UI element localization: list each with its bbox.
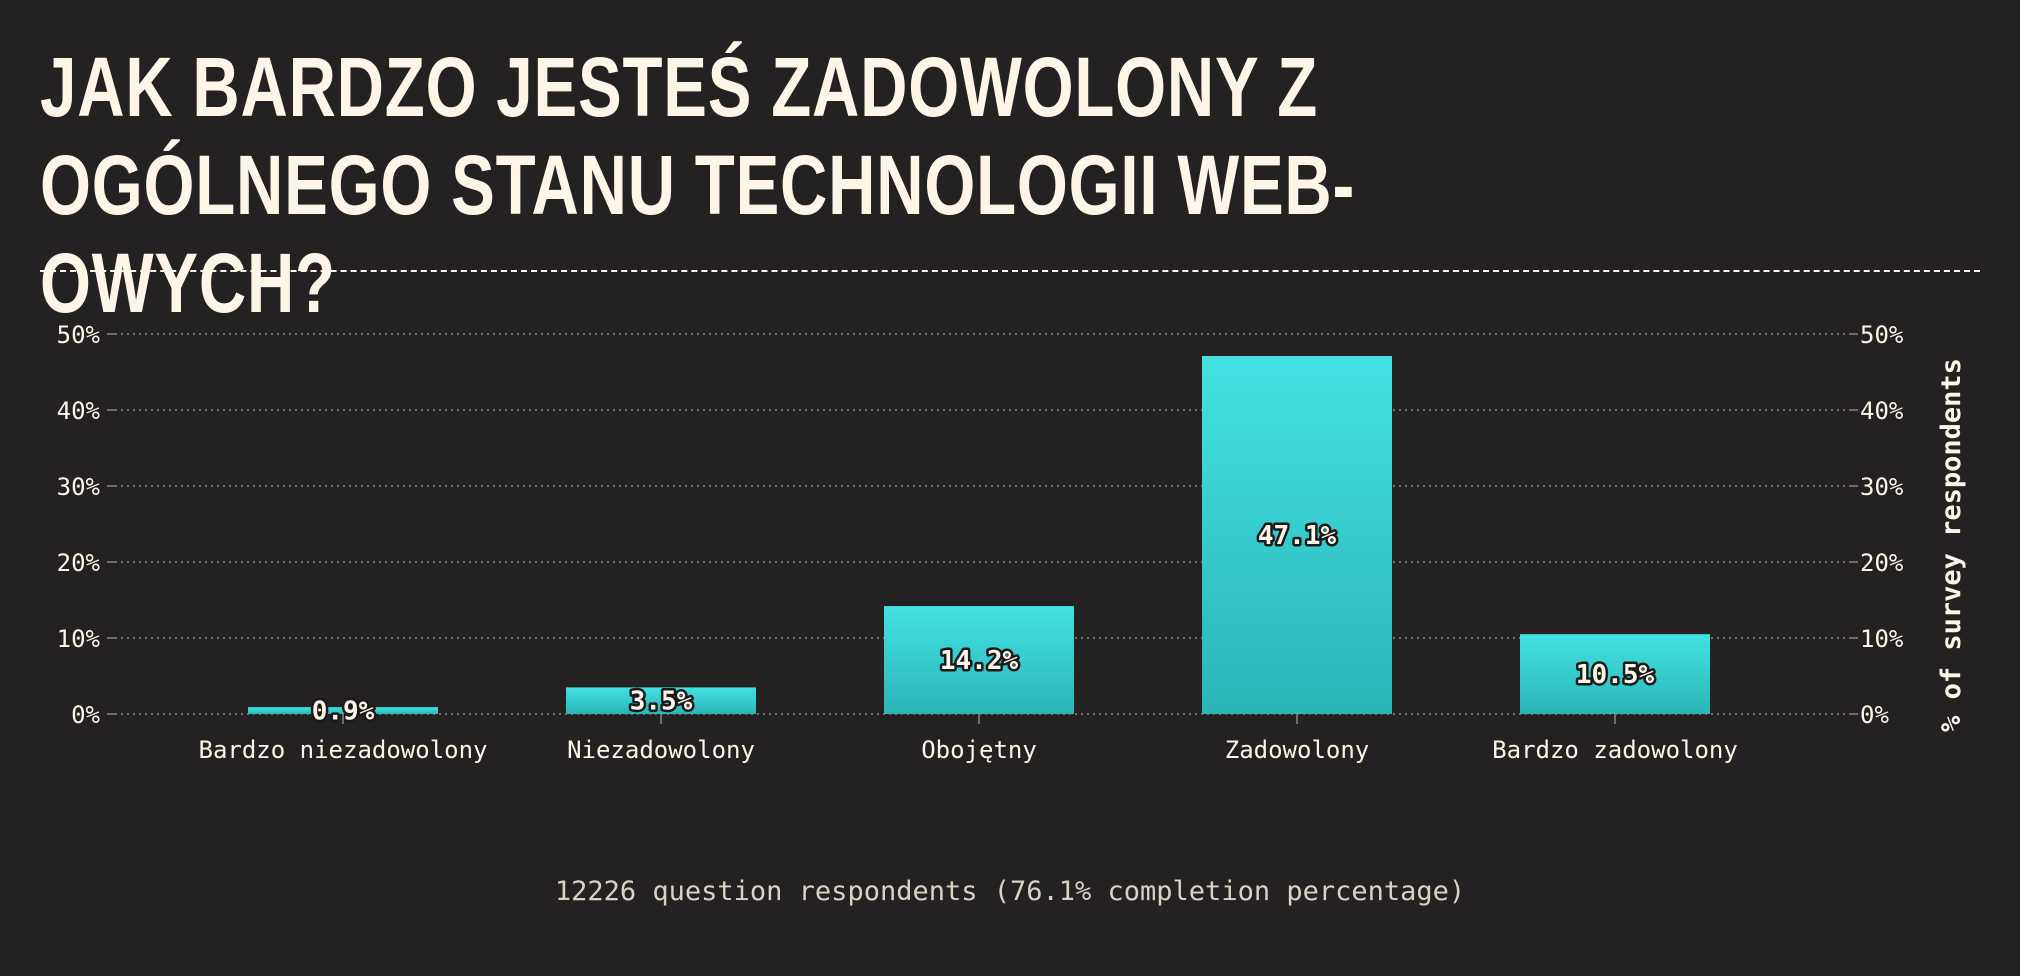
y-axis-right: 0% 10% 20% 30% 40% 50% — [1850, 321, 1904, 729]
y-tick-label-left: 50% — [57, 321, 101, 349]
bar-value-label: 47.1% — [1258, 521, 1337, 551]
bar — [884, 606, 1074, 714]
y-axis-title: % of survey respondents — [1936, 358, 1967, 732]
y-tick-label-right: 30% — [1860, 473, 1904, 501]
bar-value-label: 14.2% — [940, 646, 1019, 676]
y-tick-label-left: 30% — [57, 473, 101, 501]
respondents-footnote: 12226 question respondents (76.1% comple… — [554, 876, 1466, 907]
title-divider — [40, 270, 1980, 272]
y-axis-left: 0% 10% 20% 30% 40% 50% — [57, 321, 115, 729]
y-tick-label-left: 20% — [57, 549, 101, 577]
y-tick-label-right: 50% — [1860, 321, 1904, 349]
bar — [1520, 634, 1710, 714]
y-tick-label-right: 40% — [1860, 397, 1904, 425]
bar-value-label: 3.5% — [630, 687, 693, 717]
bar-value-label: 0.9% — [312, 697, 375, 727]
y-tick-label-right: 20% — [1860, 549, 1904, 577]
x-axis: Bardzo niezadowolony Niezadowolony Obojętn… — [199, 714, 1738, 764]
bars: 0.9% 3.5% 14.2% 47.1% 10.5% — [248, 356, 1710, 729]
y-tick-label-left: 40% — [57, 397, 101, 425]
y-tick-label-left: 10% — [57, 625, 101, 653]
y-tick-label-right: 10% — [1860, 625, 1904, 653]
bar — [1202, 356, 1392, 714]
x-tick-label: Zadowolony — [1225, 736, 1370, 764]
chart-title: Jak bardzo jesteś zadowolony z ogólnego … — [40, 40, 1356, 330]
y-tick-label-left: 0% — [71, 701, 100, 729]
x-tick-label: Niezadowolony — [567, 736, 755, 764]
bar-chart: 0% 10% 20% 30% 40% 50% 0% 10% 20% 30% 40% 50% 0.9%… — [57, 321, 1967, 764]
x-tick-label: Bardzo niezadowolony — [199, 736, 488, 764]
x-tick-label: Bardzo zadowolony — [1492, 736, 1738, 764]
bar-value-label: 10.5% — [1576, 660, 1655, 690]
bar — [248, 707, 438, 714]
y-tick-label-right: 0% — [1860, 701, 1889, 729]
x-tick-label: Obojętny — [921, 736, 1037, 764]
bar — [566, 687, 756, 714]
